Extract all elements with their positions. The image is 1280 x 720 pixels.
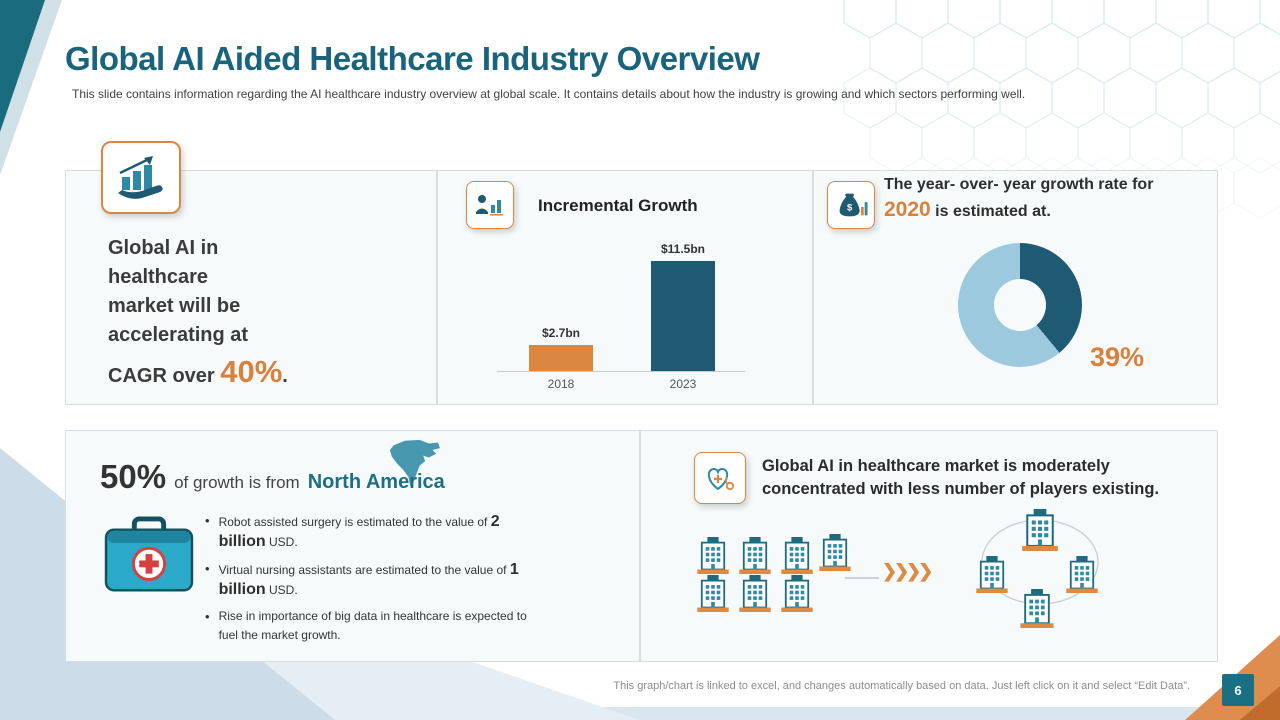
cagr-value: 40% <box>220 354 283 389</box>
north-america-headline: 50% of growth is from North America <box>100 458 445 496</box>
north-america-map-icon <box>389 439 440 487</box>
bullet-text: Rise in importance of big data in health… <box>218 609 527 642</box>
bar-chart-axis <box>497 371 745 372</box>
bullet-text: Virtual nursing assistants are estimated… <box>218 563 510 577</box>
bullet-bold-value: 2 billion <box>218 513 500 550</box>
page-subtitle: This slide contains information regardin… <box>72 87 1026 101</box>
building-icon <box>1066 556 1098 593</box>
growth-chart-hand-icon <box>101 141 181 214</box>
bullet-robot-surgery: Robot assisted surgery is estimated to t… <box>205 512 540 552</box>
building-icon <box>1022 509 1058 551</box>
medical-kit-icon <box>104 516 194 592</box>
money-bag-icon: $ <box>827 181 875 229</box>
footer-note: This graph/chart is linked to excel, and… <box>613 680 1190 692</box>
building-icon <box>976 556 1008 593</box>
building-icon <box>781 537 813 574</box>
cagr-line: Global AI in <box>108 237 219 259</box>
bar-2018-value-label: $2.7bn <box>541 326 580 340</box>
yoy-line1: The year- over- year growth rate for <box>884 176 1154 193</box>
na-mid-text: of growth is from <box>174 473 300 492</box>
svg-text:$: $ <box>847 203 853 214</box>
bullet-virtual-nursing: Virtual nursing assistants are estimated… <box>205 560 540 600</box>
north-america-bullets: Robot assisted surgery is estimated to t… <box>205 512 540 653</box>
bar-2023[interactable]: $11.5bn <box>635 242 731 371</box>
bullet-text: Robot assisted surgery is estimated to t… <box>218 515 491 529</box>
na-region: North America <box>307 471 445 493</box>
concentration-statement: Global AI in healthcare market is modera… <box>762 457 1160 498</box>
connector-line <box>845 577 879 579</box>
bar-2023-category: 2023 <box>669 377 697 391</box>
bullet-bold-value: 1 billion <box>218 561 519 598</box>
bullet-text: USD. <box>265 583 298 597</box>
cagr-line: accelerating at <box>108 324 249 346</box>
yoy-line2: 2020 is estimated at. <box>884 198 1204 222</box>
building-icon <box>819 534 851 571</box>
cagr-statement: Global AI in healthcare market will be a… <box>108 234 288 391</box>
building-icon <box>739 537 771 574</box>
heart-stethoscope-icon <box>694 452 746 504</box>
doctor-analytics-icon <box>466 181 514 229</box>
cagr-suffix: . <box>282 365 288 387</box>
cagr-prefix: CAGR over <box>108 365 221 387</box>
cagr-line: market will be <box>108 295 241 317</box>
na-percentage: 50% <box>100 458 167 495</box>
bar-2023-value-label: $11.5bn <box>660 242 706 256</box>
bar-2023-rect <box>651 261 715 371</box>
hexagon-pattern <box>843 0 1280 219</box>
bar-2018-rect <box>529 345 593 371</box>
bullet-big-data: Rise in importance of big data in health… <box>205 608 540 645</box>
incremental-growth-title: Incremental Growth <box>538 196 698 215</box>
building-icon <box>1020 589 1054 628</box>
cagr-value-line: CAGR over 40%. <box>108 354 288 391</box>
page-title: Global AI Aided Healthcare Industry Over… <box>65 40 760 77</box>
bar-2018-category: 2018 <box>547 377 575 391</box>
bar-2018[interactable]: $2.7bn <box>513 326 609 371</box>
yoy-donut-label: 39% <box>1090 342 1145 372</box>
bullet-text: USD. <box>265 535 298 549</box>
building-icon <box>697 537 729 574</box>
building-icon <box>739 575 771 612</box>
yoy-line2-rest: is estimated at. <box>930 203 1051 220</box>
page-number-badge: 6 <box>1222 674 1254 706</box>
building-icon <box>781 575 813 612</box>
arrow-chevrons-icon <box>882 561 930 582</box>
building-icon <box>697 575 729 612</box>
cagr-line: healthcare <box>108 266 209 288</box>
yoy-statement: The year- over- year growth rate for 202… <box>884 176 1204 222</box>
yoy-donut[interactable] <box>958 243 1082 367</box>
yoy-year: 2020 <box>884 198 931 221</box>
